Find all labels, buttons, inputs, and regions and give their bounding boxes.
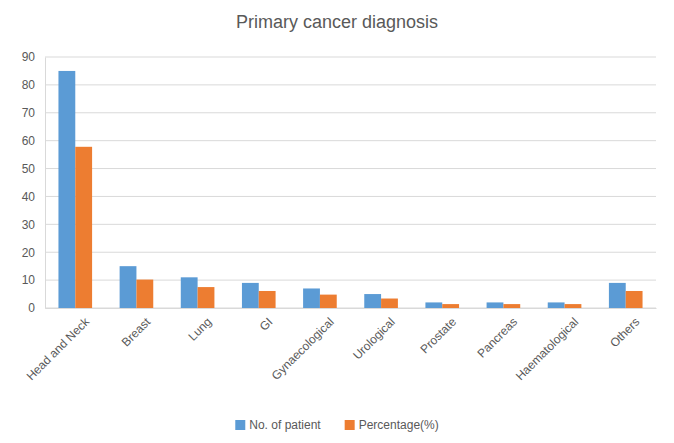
bars <box>58 71 642 308</box>
bar <box>381 299 398 308</box>
grid-line <box>45 84 656 85</box>
y-tick: 60 <box>22 134 45 148</box>
y-axis: 0 10 20 30 40 50 60 70 80 90 <box>22 50 46 315</box>
legend-swatch <box>345 420 355 430</box>
bar <box>364 294 381 308</box>
legend-label: No. of patient <box>249 418 321 432</box>
bar <box>442 304 459 308</box>
y-axis-line <box>45 58 46 309</box>
y-tick-label: 70 <box>22 106 36 120</box>
x-tick: Breast <box>119 308 154 349</box>
bar <box>242 283 259 308</box>
x-tick: Others <box>607 308 642 350</box>
y-tick: 50 <box>22 162 45 176</box>
grid-line <box>45 252 656 253</box>
title: Primary cancer diagnosis <box>236 12 438 32</box>
x-tick-label: Urological <box>350 315 398 363</box>
bar <box>120 266 137 308</box>
bar <box>259 291 276 308</box>
legend-item: No. of patient <box>235 418 321 432</box>
legend-label: Percentage(%) <box>359 418 439 432</box>
x-tick: Gynaecological <box>269 308 337 383</box>
bar <box>626 291 643 308</box>
y-tick-label: 90 <box>22 50 36 64</box>
y-tick: 20 <box>22 246 45 260</box>
bar <box>503 304 520 308</box>
bar <box>320 295 337 308</box>
x-tick-label: Gynaecological <box>269 315 337 383</box>
grid-line <box>45 140 656 141</box>
y-tick-label: 10 <box>22 273 36 287</box>
x-axis-line <box>46 308 657 309</box>
x-tick: Lung <box>186 308 215 344</box>
x-tick-label: Haematological <box>513 315 581 383</box>
y-tick: 0 <box>28 301 45 315</box>
grid <box>45 57 656 308</box>
y-tick-label: 20 <box>22 246 36 260</box>
y-tick-label: 50 <box>22 162 36 176</box>
y-tick-label: 80 <box>22 78 36 92</box>
x-axis: Head and Neck Breast Lung GIGynaecological U… <box>24 308 657 383</box>
bar <box>136 280 153 308</box>
y-tick: 40 <box>22 190 45 204</box>
y-tick: 10 <box>22 273 45 287</box>
x-tick: GI <box>257 308 276 334</box>
legend-swatch <box>235 420 245 430</box>
y-tick: 70 <box>22 106 45 120</box>
chart: Primary cancer diagnosis 0 10 20 30 40 50 60 70 8… <box>0 0 674 443</box>
y-tick-label: 30 <box>22 218 36 232</box>
grid-line <box>45 112 656 113</box>
grid-line <box>45 57 656 58</box>
legend-item: Percentage(%) <box>345 418 439 432</box>
x-tick: Prostate <box>417 308 459 356</box>
bar <box>565 304 582 308</box>
x-tick-label: Breast <box>119 314 154 349</box>
y-tick-label: 0 <box>28 301 35 315</box>
x-tick-label: GI <box>257 315 276 334</box>
x-tick-label: Pancreas <box>474 315 520 361</box>
x-tick: Pancreas <box>474 308 520 361</box>
x-tick-label: Lung <box>186 315 215 344</box>
bar <box>609 283 626 308</box>
bar <box>487 302 504 308</box>
bar <box>425 302 442 308</box>
bar-series <box>58 71 625 308</box>
x-tick-label: Prostate <box>417 315 459 357</box>
bar <box>181 277 198 308</box>
bar-series <box>75 147 642 308</box>
plot: 0 10 20 30 40 50 60 70 80 90 Head and Neck Breast Lu… <box>22 50 657 383</box>
y-tick-label: 60 <box>22 134 36 148</box>
y-tick: 90 <box>22 50 45 64</box>
y-tick-label: 40 <box>22 190 36 204</box>
bar <box>303 288 320 308</box>
y-tick: 80 <box>22 78 45 92</box>
bar <box>198 287 215 308</box>
grid-line <box>45 168 656 169</box>
x-tick-label: Others <box>607 315 642 350</box>
x-tick: Urological <box>350 308 398 362</box>
bar <box>75 147 92 308</box>
x-tick: Head and Neck <box>24 308 93 383</box>
grid-line <box>45 224 656 225</box>
legend: No. of patient Percentage(%) <box>235 418 438 432</box>
grid-line <box>45 196 656 197</box>
bar <box>548 302 565 308</box>
bar <box>58 71 75 308</box>
y-tick: 30 <box>22 218 45 232</box>
x-tick: Haematological <box>513 308 581 383</box>
x-tick-label: Head and Neck <box>24 314 93 383</box>
